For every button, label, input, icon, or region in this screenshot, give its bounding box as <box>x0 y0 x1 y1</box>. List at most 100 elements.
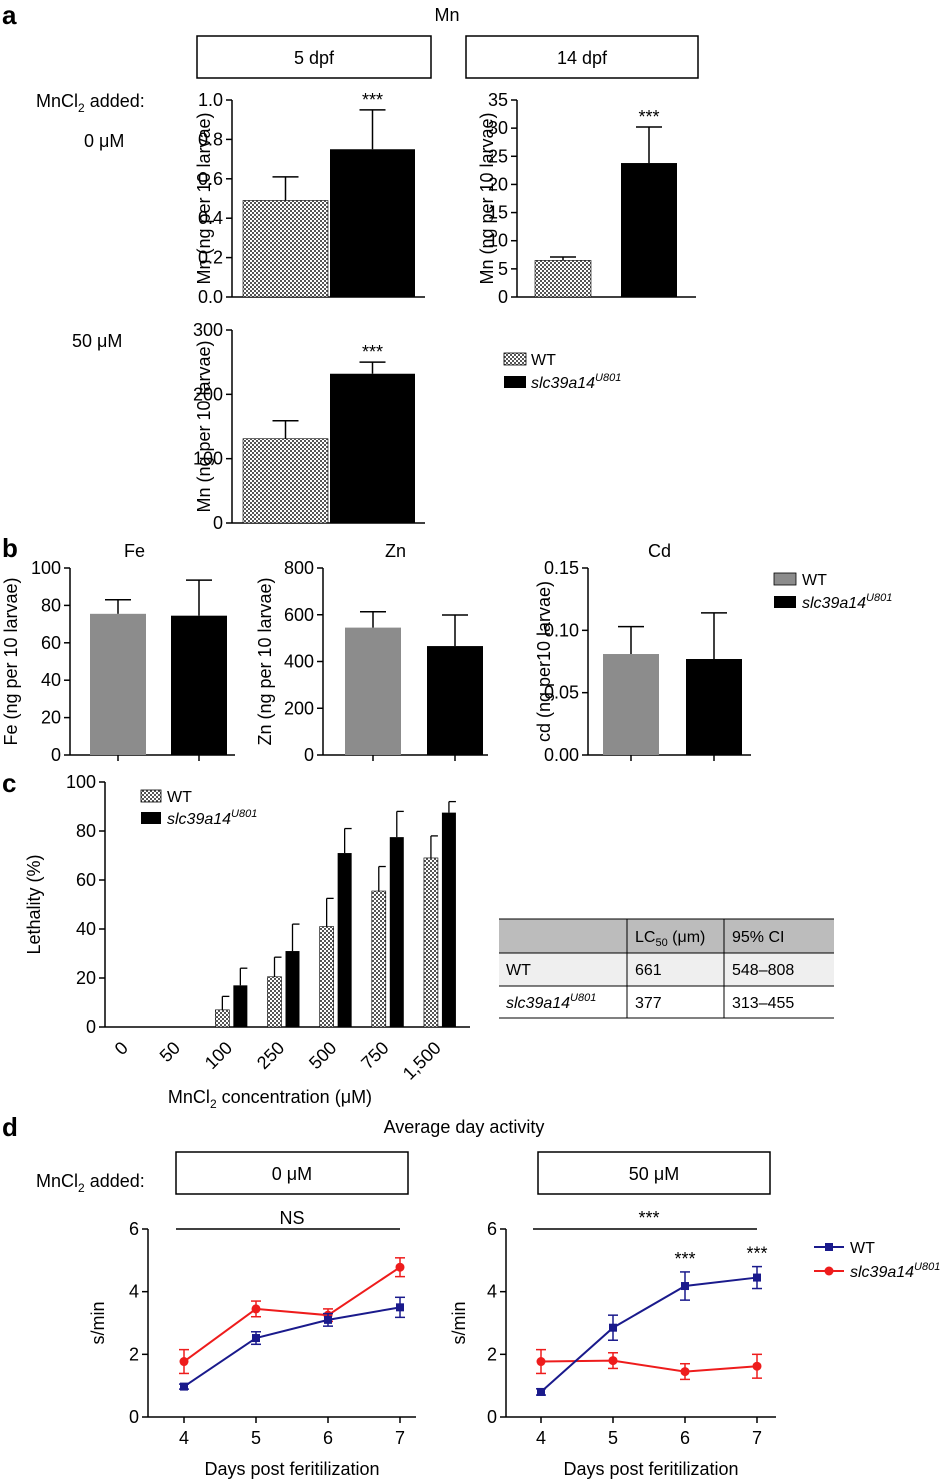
a1-ytick-label: 0.2 <box>198 248 223 268</box>
b1-ytick-label: 20 <box>41 708 61 728</box>
legend-b-mutant-label: slc39a14U801 <box>802 592 892 612</box>
c-ytick-label: 20 <box>76 968 96 988</box>
b2-ytick-label: 200 <box>284 698 314 718</box>
d2-point-wt <box>609 1323 617 1332</box>
time-box-14dpf <box>465 35 699 79</box>
b2-ytick-label: 600 <box>284 605 314 625</box>
b3-ytick-label: 0.05 <box>544 683 579 703</box>
d1-point-mutant <box>395 1262 405 1272</box>
d2-xtick-label: 4 <box>536 1428 546 1448</box>
d1-point-wt <box>324 1315 332 1324</box>
panel-a-dose-0: 0 μM <box>84 131 124 151</box>
d1-xtick-label: 4 <box>179 1428 189 1448</box>
d2-point-mutant <box>680 1367 690 1377</box>
c-bar-mutant <box>441 812 456 1027</box>
a2-ytick-label: 15 <box>488 203 508 223</box>
c-xtick-label: 1,500 <box>399 1038 445 1084</box>
a2-bar-wt <box>534 260 592 298</box>
b3-bar-mutant <box>686 659 742 755</box>
a3-ytick-label: 200 <box>193 384 223 404</box>
c-bar-wt <box>423 857 439 1028</box>
legend-c-mutant-swatch <box>141 812 161 824</box>
a2-ytick-label: 10 <box>488 231 508 251</box>
panel-a-condition-label: MnCl2 added: <box>36 91 145 115</box>
lc50-row-wt-ci: 548–808 <box>732 962 794 979</box>
legend-a-wt-swatch <box>503 352 527 366</box>
a3-significance: *** <box>362 342 383 362</box>
d2-point-wt <box>537 1387 545 1396</box>
dose-box-50-label: 50 μM <box>629 1164 679 1184</box>
a3-ytick-label: 300 <box>193 320 223 340</box>
b2-ytick-label: 800 <box>284 558 314 578</box>
b1-bar-mutant <box>171 615 227 755</box>
panel-d-condition-label: MnCl2 added: <box>36 1171 145 1195</box>
b2-ytick-label: 400 <box>284 652 314 672</box>
lc50-row-mutant-ci: 313–455 <box>732 995 794 1012</box>
dose-box-0-label: 0 μM <box>272 1164 312 1184</box>
c-bar-wt <box>267 976 282 1028</box>
c-ytick-label: 100 <box>66 772 96 792</box>
a2-ytick-label: 35 <box>488 90 508 110</box>
b3-title: Cd <box>648 541 671 561</box>
b3-y-axis-title: cd (ng per10 larvae) <box>534 581 554 742</box>
charts-layer: 0.00.20.40.60.81.0Mn (ng per 10 larvae)*… <box>1 90 776 1479</box>
legend-c-wt-swatch <box>140 789 162 803</box>
d2-ytick-label: 4 <box>487 1282 497 1302</box>
legend-b-wt-label: WT <box>802 572 827 589</box>
panel-letter-c: c <box>2 768 16 798</box>
d2-ytick-label: 6 <box>487 1219 497 1239</box>
a2-ytick-label: 30 <box>488 118 508 138</box>
d1-x-axis-title: Days post feritilization <box>204 1459 379 1479</box>
b1-ytick-label: 60 <box>41 633 61 653</box>
d1-ytick-label: 4 <box>129 1282 139 1302</box>
panel-d-title: Average day activity <box>384 1117 545 1137</box>
a3-bar-wt <box>242 438 329 524</box>
c-ytick-label: 0 <box>86 1017 96 1037</box>
b1-bar-wt <box>90 613 146 755</box>
c-bar-mutant <box>233 985 248 1027</box>
legend-d-mutant-marker <box>824 1266 834 1276</box>
c-bar-wt <box>215 1009 230 1028</box>
a3-ytick-label: 100 <box>193 449 223 469</box>
c-xtick-label: 500 <box>305 1038 340 1073</box>
d1-point-mutant <box>179 1357 189 1367</box>
lc50-table-row1-bg <box>499 953 834 986</box>
a2-significance: *** <box>638 107 659 127</box>
d2-ytick-label: 2 <box>487 1344 497 1364</box>
d1-y-axis-title: s/min <box>88 1301 108 1344</box>
legend-c-mutant-label: slc39a14U801 <box>167 808 257 828</box>
c-xtick-label: 250 <box>253 1038 288 1073</box>
b2-y-axis-title: Zn (ng per 10 larvae) <box>255 577 275 745</box>
d1-xtick-label: 7 <box>395 1428 405 1448</box>
b2-bar-mutant <box>427 646 483 755</box>
a2-ytick-label: 25 <box>488 146 508 166</box>
b2-ytick-label: 0 <box>304 745 314 765</box>
legend-b-wt-swatch <box>773 572 797 586</box>
a3-ytick-label: 0 <box>213 513 223 533</box>
legend-d-mutant-label: slc39a14U801 <box>850 1261 940 1281</box>
a1-ytick-label: 1.0 <box>198 90 223 110</box>
c-bar-mutant <box>285 951 300 1027</box>
legend-a-mutant-label: slc39a14U801 <box>531 372 621 392</box>
a1-significance: *** <box>362 90 383 110</box>
d2-xtick-label: 7 <box>752 1428 762 1448</box>
a1-ytick-label: 0.4 <box>198 208 223 228</box>
b1-title: Fe <box>124 541 145 561</box>
b3-ytick-label: 0.10 <box>544 620 579 640</box>
d2-xtick-label: 5 <box>608 1428 618 1448</box>
legend-d-wt-marker <box>825 1243 833 1251</box>
b2-title: Zn <box>385 541 406 561</box>
d2-point-wt <box>753 1273 761 1282</box>
b2-bar-wt <box>345 627 401 755</box>
d1-point-wt <box>180 1382 188 1391</box>
b1-y-axis-title: Fe (ng per 10 larvae) <box>1 577 21 745</box>
b1-ytick-label: 80 <box>41 595 61 615</box>
d1-point-wt <box>396 1303 404 1312</box>
d2-point-wt <box>681 1282 689 1291</box>
lc50-row-mutant-lc50: 377 <box>635 995 662 1012</box>
a2-ytick-label: 5 <box>498 259 508 279</box>
lc50-row-wt-lc50: 661 <box>635 962 662 979</box>
lc50-header-ci: 95% CI <box>732 929 784 946</box>
c-bar-wt <box>319 926 334 1028</box>
d2-point-significance: *** <box>674 1249 695 1269</box>
